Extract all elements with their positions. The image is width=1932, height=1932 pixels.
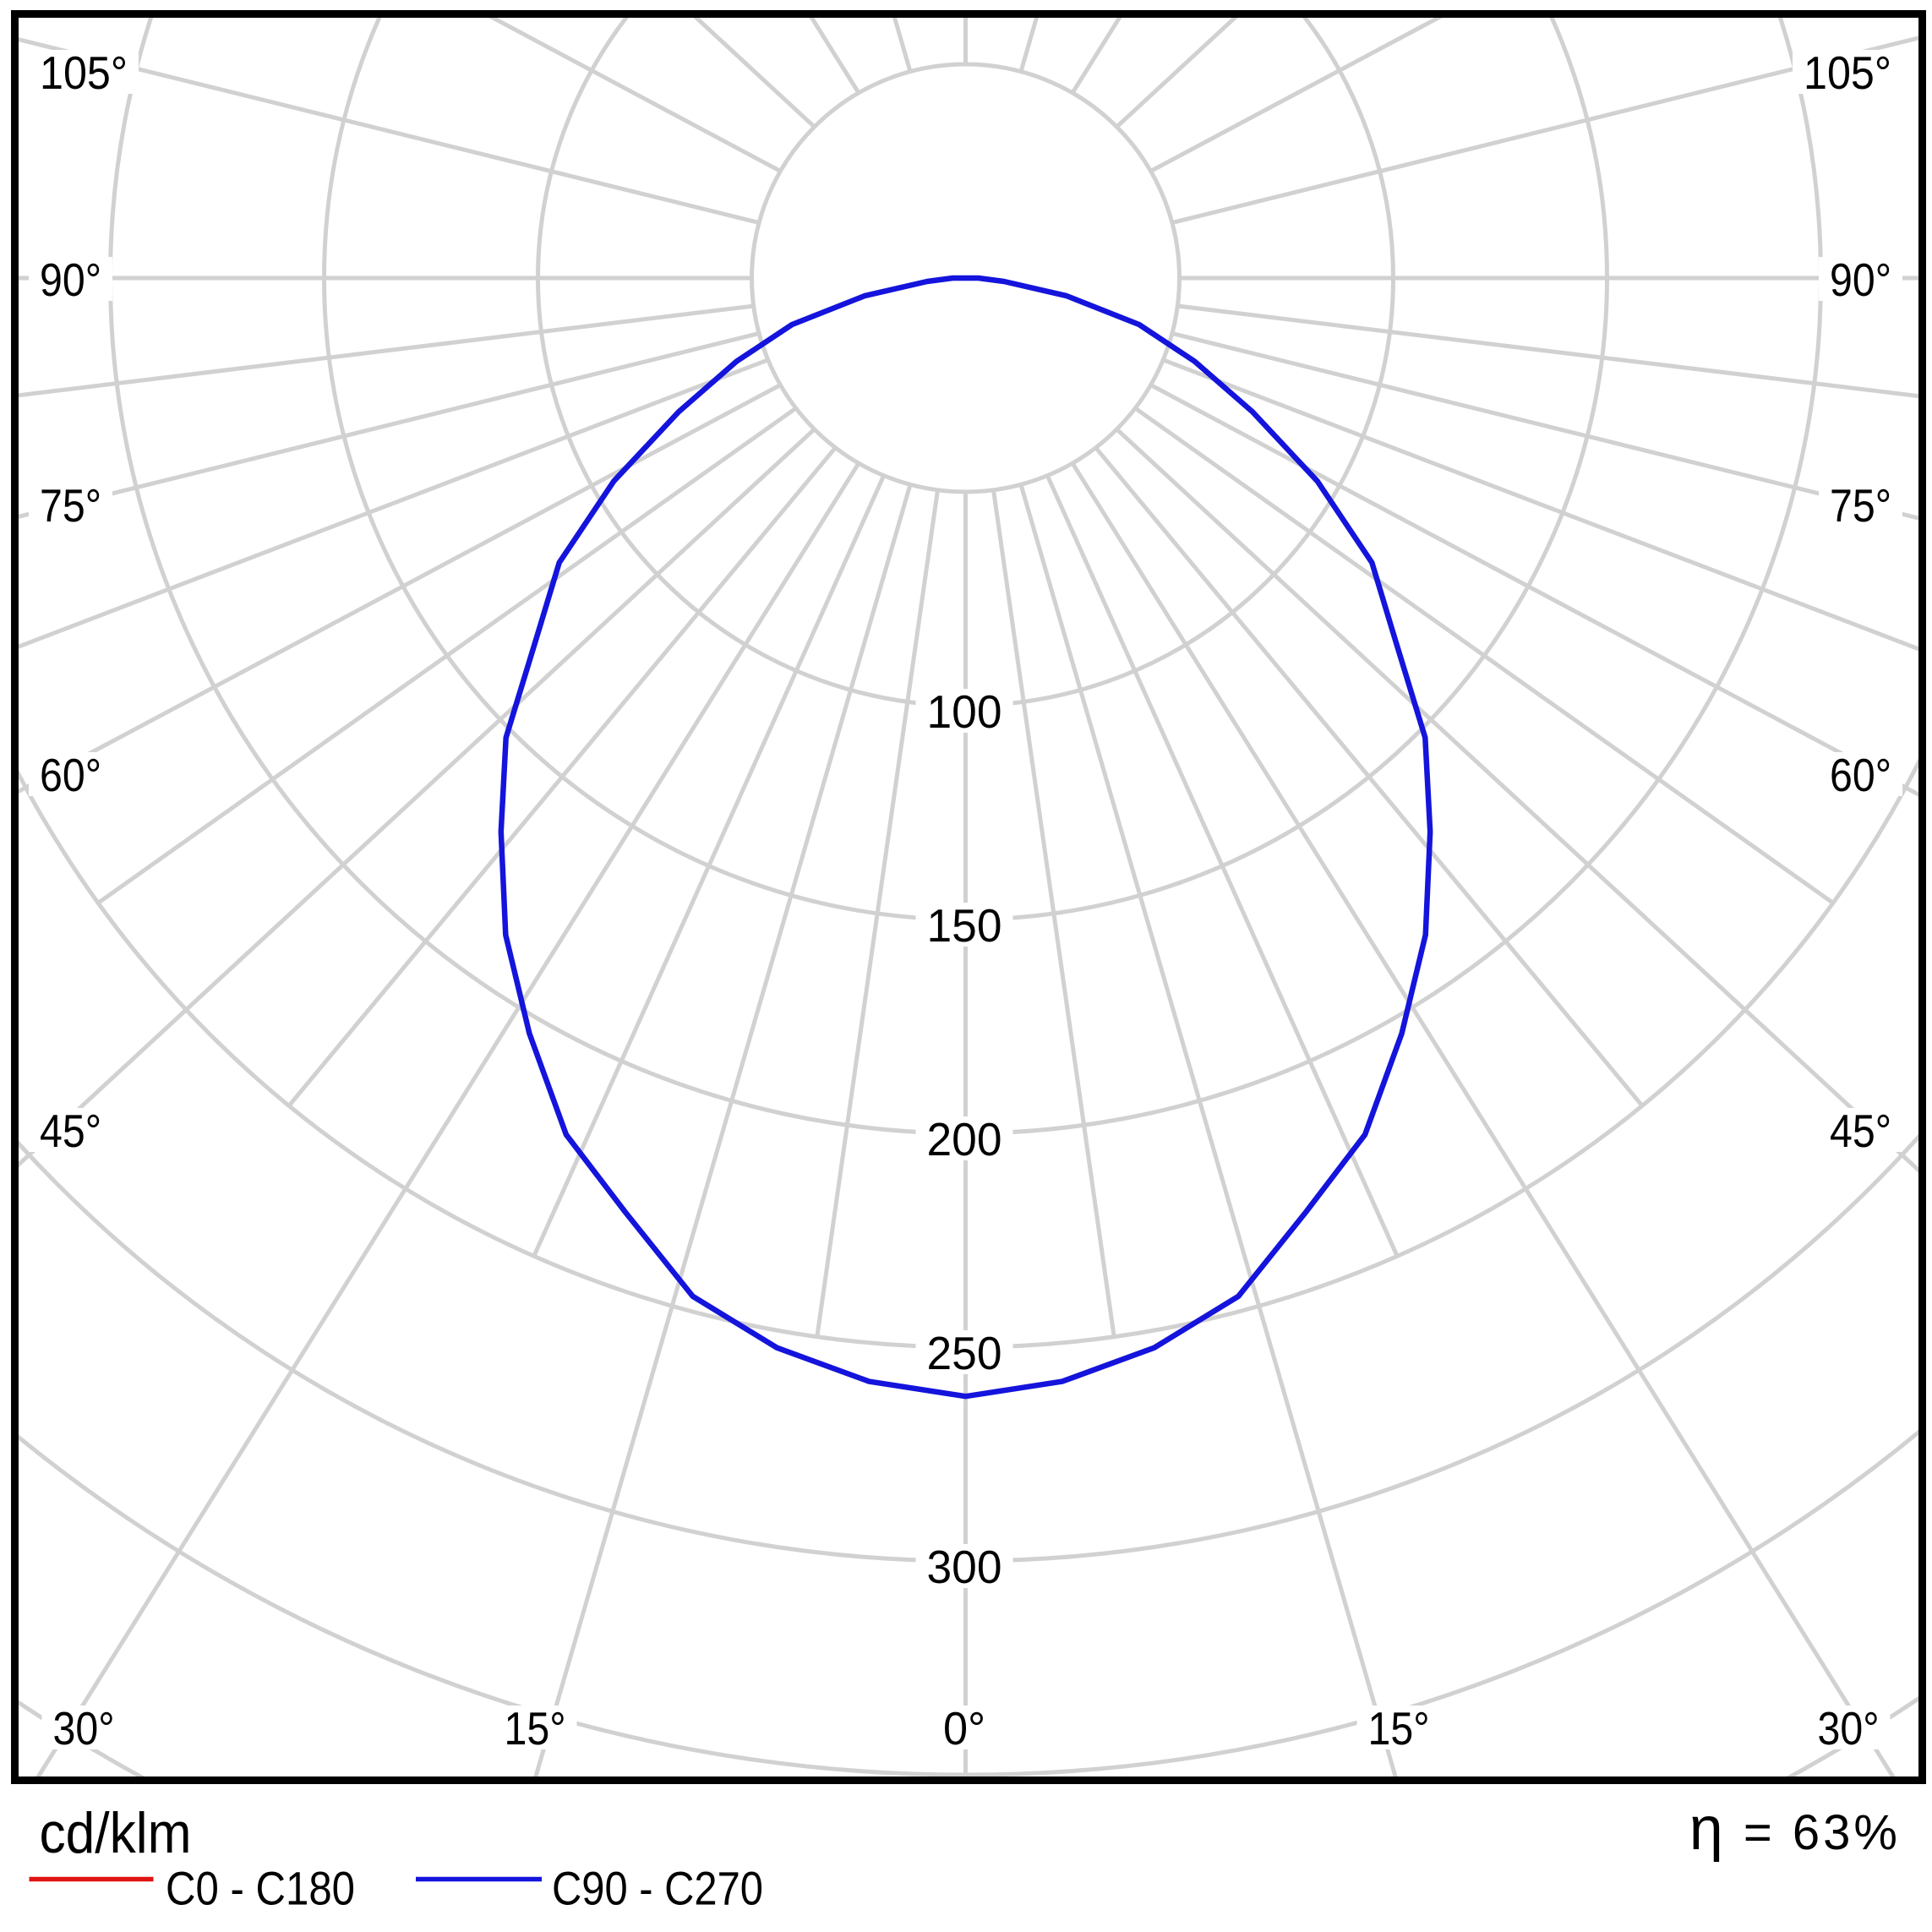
- svg-text:250: 250: [927, 1327, 1002, 1379]
- svg-text:45°: 45°: [1830, 1105, 1891, 1157]
- svg-text:15°: 15°: [505, 1702, 566, 1755]
- svg-text:η = 63%: η = 63%: [1689, 1795, 1901, 1863]
- svg-text:30°: 30°: [53, 1702, 115, 1755]
- svg-text:200: 200: [927, 1113, 1002, 1165]
- svg-text:cd/klm: cd/klm: [40, 1801, 192, 1865]
- svg-text:90°: 90°: [40, 254, 101, 306]
- svg-text:60°: 60°: [1830, 749, 1891, 801]
- svg-text:150: 150: [927, 899, 1002, 952]
- svg-text:75°: 75°: [1830, 479, 1891, 532]
- svg-text:105°: 105°: [1804, 46, 1891, 99]
- svg-text:60°: 60°: [40, 749, 101, 801]
- svg-text:105°: 105°: [40, 46, 128, 99]
- svg-text:300: 300: [927, 1541, 1002, 1593]
- svg-text:15°: 15°: [1368, 1702, 1430, 1755]
- svg-text:30°: 30°: [1818, 1702, 1880, 1755]
- svg-text:0°: 0°: [943, 1702, 985, 1755]
- svg-text:75°: 75°: [40, 479, 101, 532]
- svg-text:90°: 90°: [1830, 254, 1891, 306]
- svg-text:45°: 45°: [40, 1105, 101, 1157]
- svg-text:C90 - C270: C90 - C270: [552, 1862, 763, 1915]
- svg-text:C0 - C180: C0 - C180: [166, 1862, 355, 1915]
- svg-text:100: 100: [927, 685, 1002, 738]
